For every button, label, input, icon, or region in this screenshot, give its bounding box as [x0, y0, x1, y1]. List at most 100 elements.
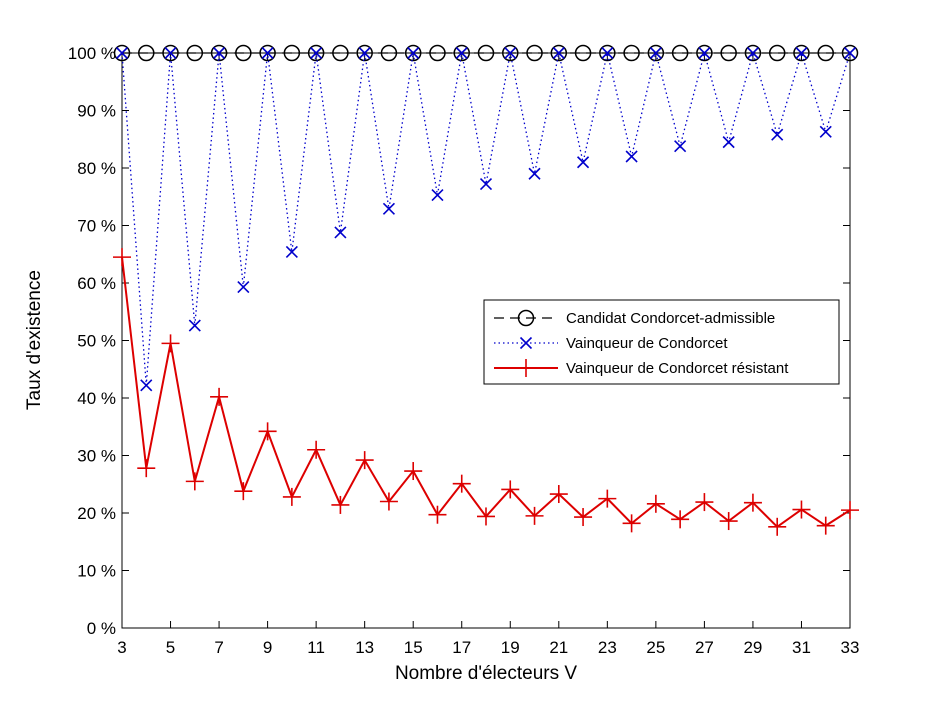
data-point: [817, 44, 834, 62]
data-point: [625, 150, 638, 163]
data-point: [137, 459, 156, 478]
y-tick-label: 40 %: [77, 389, 116, 408]
data-point: [841, 501, 859, 520]
data-point: [792, 500, 811, 519]
data-point: [407, 46, 420, 60]
data-point: [623, 44, 640, 62]
data-point: [285, 245, 298, 259]
data-point: [504, 46, 517, 60]
data-point: [719, 512, 738, 531]
data-point: [237, 280, 250, 294]
data-point: [259, 44, 276, 62]
data-point: [113, 248, 131, 267]
data-point: [768, 44, 786, 62]
legend-entry: Candidat Condorcet-admissible: [494, 309, 775, 327]
x-tick-label: 27: [695, 638, 714, 657]
data-point: [720, 44, 737, 62]
data-point: [768, 517, 787, 536]
legend: Candidat Condorcet-admissible Vainqueur d…: [483, 299, 840, 385]
data-point: [695, 493, 714, 512]
data-point: [453, 44, 470, 62]
data-point: [334, 226, 347, 239]
y-axis-label: Taux d'existence: [24, 270, 45, 410]
x-tick-label: 31: [792, 638, 811, 657]
y-tick-label: 50 %: [77, 332, 116, 351]
data-point: [816, 516, 835, 535]
data-point: [843, 46, 857, 60]
data-point: [455, 46, 468, 60]
legend-marker: [519, 336, 533, 350]
series-layer: [113, 44, 859, 536]
x-tick-label: 11: [307, 638, 325, 657]
legend-marker: [517, 359, 535, 377]
data-point: [428, 505, 447, 524]
x-tick-label: 9: [263, 638, 272, 657]
data-point: [115, 46, 129, 60]
data-point: [841, 44, 859, 62]
data-point: [429, 44, 446, 62]
data-point: [355, 451, 374, 470]
data-point: [744, 44, 762, 62]
data-point: [477, 44, 495, 62]
data-point: [574, 508, 593, 527]
data-point: [793, 44, 810, 62]
data-point: [601, 46, 614, 60]
legend-label: Vainqueur de Condorcet: [566, 335, 728, 352]
x-tick-label: 3: [117, 638, 126, 657]
data-point: [164, 46, 177, 60]
data-point: [696, 44, 713, 62]
data-point: [550, 44, 568, 62]
data-point: [502, 44, 519, 62]
x-axis-label: Nombre d'électeurs V: [395, 663, 577, 684]
data-point: [671, 510, 690, 529]
data-point: [698, 46, 711, 60]
data-point: [210, 387, 229, 406]
data-point: [599, 44, 616, 62]
data-point: [379, 492, 398, 511]
data-point: [671, 44, 689, 62]
legend-entry: Vainqueur de Condorcet résistant: [494, 359, 789, 377]
data-point: [382, 202, 395, 215]
data-point: [477, 507, 495, 526]
data-point: [188, 319, 201, 332]
x-tick-label: 25: [646, 638, 665, 657]
data-point: [746, 46, 759, 60]
axis-ticks: 3 5 7 9 11 13 15 17 19 21 23 25 27 29 31 33 0 % 10 % 20 % 3…: [68, 44, 860, 657]
data-point: [331, 495, 350, 514]
x-tick-label: 15: [404, 638, 423, 657]
data-point: [549, 485, 568, 504]
legend-label: Vainqueur de Condorcet résistant: [566, 360, 789, 377]
y-tick-label: 10 %: [77, 562, 116, 581]
data-point: [646, 494, 665, 513]
y-tick-label: 90 %: [77, 102, 116, 121]
data-point: [722, 136, 735, 149]
data-point: [186, 44, 204, 62]
y-tick-label: 20 %: [77, 504, 116, 523]
y-tick-label: 30 %: [77, 447, 116, 466]
series-vainqueur-de-condorcet-resistant: [113, 248, 859, 536]
x-tick-label: 21: [549, 638, 568, 657]
y-tick-label: 60 %: [77, 274, 116, 293]
data-point: [622, 514, 641, 533]
data-point: [358, 46, 371, 60]
data-point: [210, 44, 228, 62]
data-point: [479, 178, 493, 191]
data-point: [307, 440, 326, 459]
data-point: [743, 493, 762, 512]
data-point: [332, 44, 349, 62]
data-point: [307, 44, 325, 62]
data-point: [577, 156, 590, 169]
x-tick-label: 23: [598, 638, 617, 657]
x-tick-label: 33: [841, 638, 860, 657]
data-point: [356, 44, 373, 62]
data-point: [404, 44, 422, 62]
data-point: [771, 128, 784, 141]
data-point: [138, 44, 155, 62]
x-tick-label: 7: [214, 638, 223, 657]
data-point: [647, 44, 665, 62]
data-point: [185, 472, 204, 491]
data-point: [261, 46, 274, 60]
data-point: [819, 125, 832, 138]
data-point: [598, 489, 617, 508]
